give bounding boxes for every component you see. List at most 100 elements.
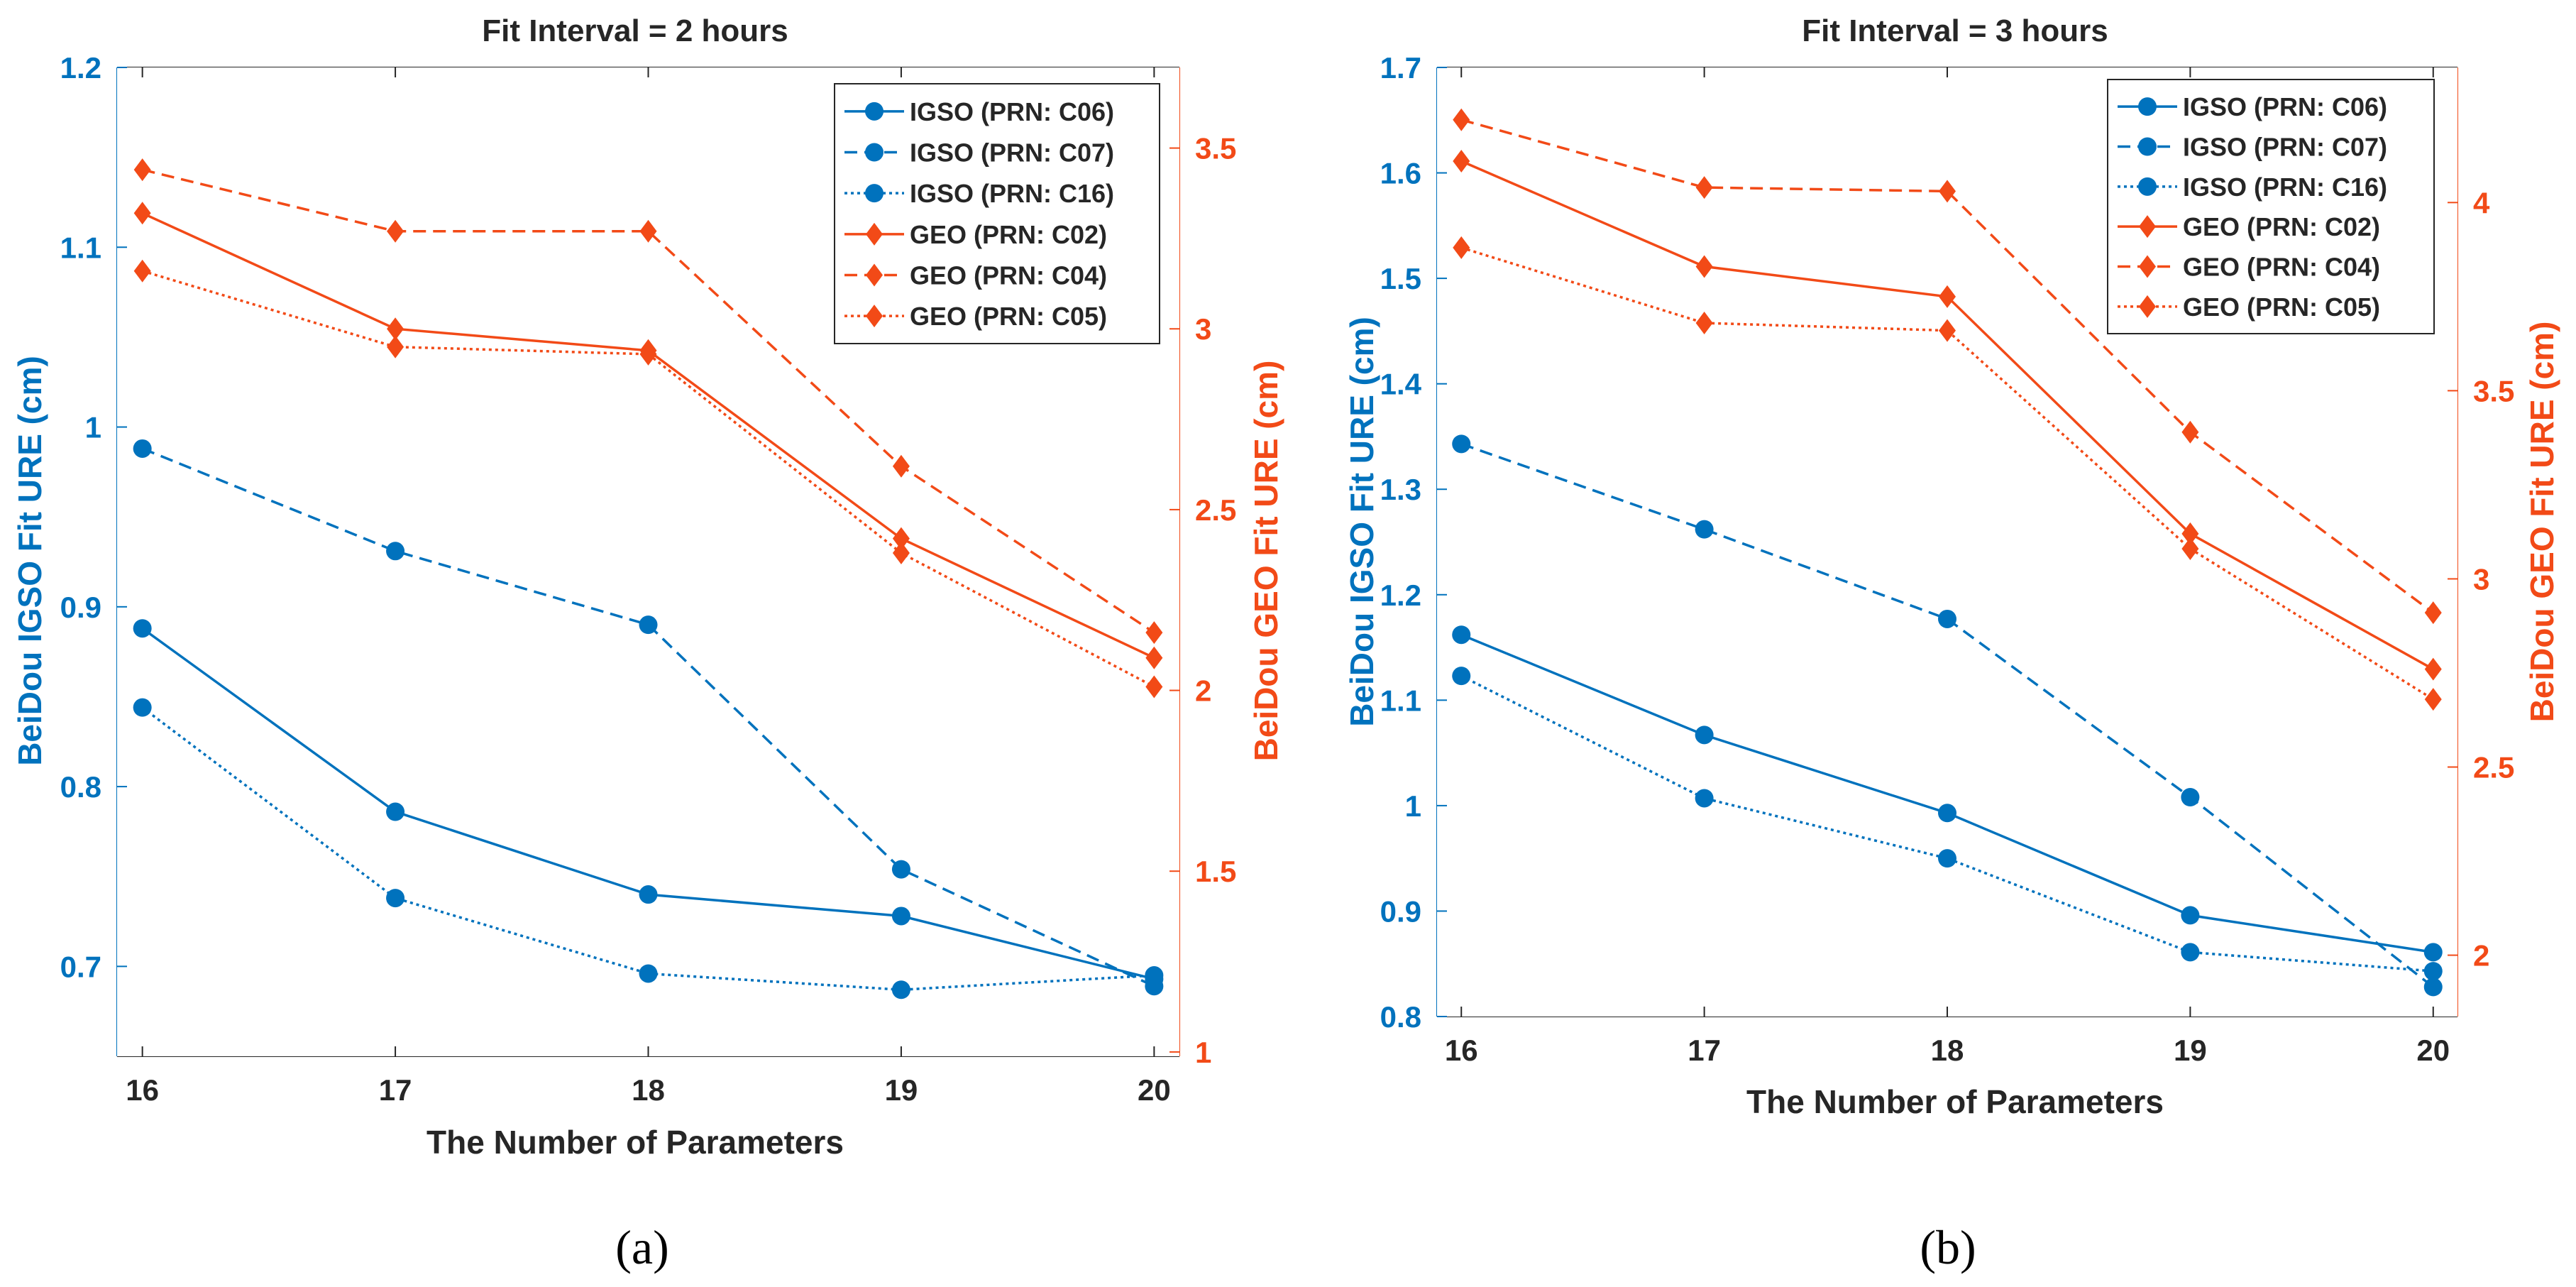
legend-item: GEO (PRN: C02) — [2118, 212, 2380, 241]
series-line — [1460, 119, 2434, 614]
legend-label: GEO (PRN: C05) — [2183, 292, 2380, 322]
series-geo-dotted — [133, 259, 1163, 699]
right-axis-ticks: 2 2.5 3 3.5 4 — [2448, 186, 2514, 973]
legend-item: GEO (PRN: C02) — [844, 220, 1107, 249]
legend-item: IGSO (PRN: C07) — [844, 138, 1114, 168]
right-axis-tick-label: 3.5 — [1195, 132, 1236, 165]
series-geo-dotted — [1453, 236, 2442, 711]
legend-marker — [866, 305, 883, 328]
left-axis-tick-label: 1.1 — [1380, 684, 1421, 717]
legend-item: IGSO (PRN: C16) — [2118, 172, 2387, 202]
data-point — [1938, 804, 1956, 823]
series-line — [141, 447, 1155, 987]
data-point — [639, 964, 658, 983]
data-point — [387, 219, 404, 243]
data-point — [1452, 667, 1471, 686]
data-point — [1939, 319, 1956, 342]
data-point — [1452, 625, 1471, 645]
legend-marker — [2138, 177, 2157, 196]
right-axis-tick-label: 2.5 — [1195, 493, 1236, 527]
data-point — [1695, 176, 1713, 199]
legend-item: IGSO (PRN: C16) — [844, 179, 1114, 208]
data-point — [133, 619, 152, 638]
right-axis-tick-label: 1.5 — [1195, 855, 1236, 888]
right-axis-tick-label: 2.5 — [2473, 751, 2514, 784]
series-line — [141, 706, 1155, 992]
legend-marker — [866, 222, 883, 246]
legend-label: IGSO (PRN: C16) — [2183, 172, 2387, 202]
data-point — [133, 698, 152, 717]
chart-title: Fit Interval = 3 hours — [1802, 13, 2108, 48]
left-axis-tick-label: 1 — [1405, 789, 1421, 823]
left-axis-tick-label: 1.6 — [1380, 157, 1421, 190]
legend-label: IGSO (PRN: C07) — [910, 138, 1114, 168]
legend-label: IGSO (PRN: C06) — [2183, 92, 2387, 121]
legend-item: IGSO (PRN: C06) — [2118, 92, 2387, 121]
x-axis-tick-label: 19 — [2174, 1034, 2207, 1067]
x-axis-label: The Number of Parameters — [426, 1124, 844, 1161]
data-point — [1452, 434, 1471, 454]
series-geo-solid — [1453, 150, 2442, 681]
x-axis-ticks: 16 17 18 19 20 — [1445, 67, 2450, 1067]
legend-marker — [865, 143, 884, 162]
legend-item: GEO (PRN: C04) — [2118, 253, 2380, 282]
right-axis-tick-label: 1 — [1195, 1036, 1211, 1069]
x-axis-tick-label: 16 — [1445, 1034, 1478, 1067]
data-point — [639, 615, 658, 635]
left-axis-tick-label: 0.8 — [60, 770, 101, 804]
series-geo-dashed — [133, 158, 1163, 645]
left-axis-tick-label: 0.9 — [1380, 894, 1421, 928]
panel-label: (b) — [1920, 1220, 1976, 1274]
left-axis-label: BeiDou IGSO Fit URE (cm) — [1343, 317, 1380, 727]
data-point — [2423, 977, 2443, 997]
series-layer — [133, 158, 1164, 1000]
data-point — [1695, 789, 1714, 808]
x-axis-tick-label: 18 — [632, 1073, 665, 1107]
legend-marker — [2139, 295, 2156, 318]
data-point — [386, 802, 405, 821]
data-point — [2424, 657, 2442, 681]
left-axis-tick-label: 1 — [85, 411, 101, 444]
left-axis-tick-label: 0.9 — [60, 591, 101, 624]
data-point — [2424, 601, 2442, 625]
data-point — [133, 158, 151, 182]
legend-label: GEO (PRN: C05) — [910, 302, 1107, 331]
legend-label: GEO (PRN: C04) — [2183, 253, 2380, 282]
x-axis-ticks: 16 17 18 19 20 — [126, 67, 1171, 1107]
legend-box — [2107, 79, 2435, 334]
data-point — [891, 907, 910, 926]
legend-label: IGSO (PRN: C06) — [910, 97, 1114, 126]
right-axis-tick-label: 3 — [2473, 562, 2489, 596]
data-point — [133, 202, 151, 225]
series-igso-solid — [1452, 625, 2443, 962]
data-point — [2181, 788, 2200, 807]
data-point — [2181, 943, 2200, 962]
series-line — [142, 168, 1155, 634]
legend-marker — [865, 184, 884, 203]
legend-label: GEO (PRN: C02) — [2183, 212, 2380, 241]
right-axis-label: BeiDou GEO Fit URE (cm) — [2523, 322, 2560, 723]
data-point — [639, 219, 657, 243]
data-point — [2424, 688, 2442, 711]
x-axis-tick-label: 17 — [379, 1073, 412, 1107]
series-geo-dashed — [1453, 108, 2442, 625]
right-axis-tick-label: 2 — [1195, 674, 1211, 708]
data-point — [2181, 522, 2199, 545]
legend-marker — [2139, 255, 2156, 278]
left-axis-tick-label: 1.4 — [1380, 368, 1422, 401]
chart-panel-a: Fit Interval = 2 hours 0.70.80.911.11.2 … — [11, 13, 1284, 1274]
data-point — [891, 860, 910, 879]
legend: IGSO (PRN: C06) IGSO (PRN: C07) IGSO (PRN:… — [2107, 79, 2435, 334]
data-point — [1938, 849, 1956, 868]
left-axis-tick-label: 1.2 — [60, 51, 101, 84]
data-point — [1145, 675, 1163, 699]
data-point — [1453, 108, 1470, 131]
data-point — [2423, 943, 2443, 962]
series-line — [1460, 442, 2434, 988]
left-axis-ticks: 0.8 0.9 1 1.1 1.2 1.3 1.4 1.5 1.6 1.7 — [1380, 51, 1447, 1034]
data-point — [1453, 150, 1470, 173]
legend-marker — [2139, 215, 2156, 239]
legend-label: GEO (PRN: C02) — [910, 220, 1107, 249]
data-point — [1453, 236, 1470, 259]
